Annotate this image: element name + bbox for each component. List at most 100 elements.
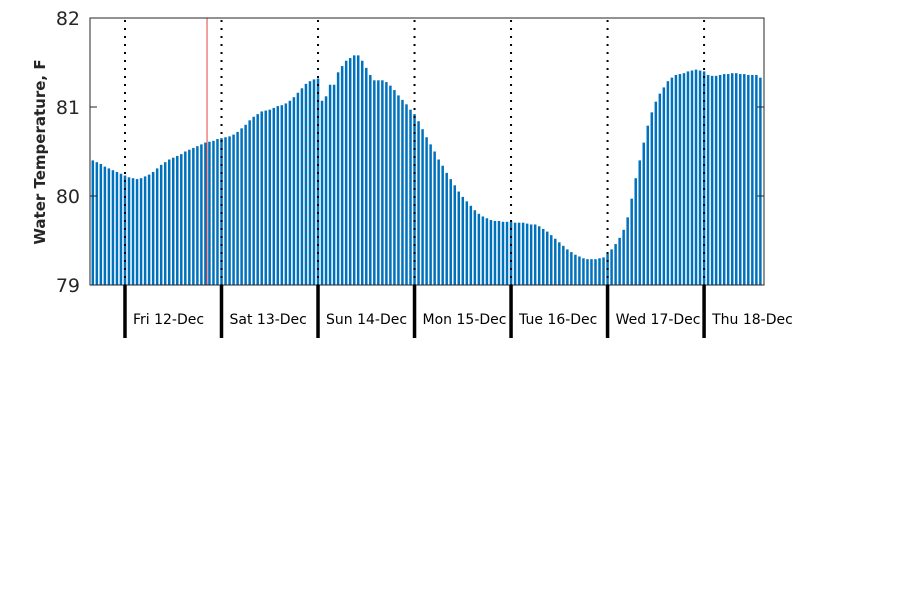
- temperature-bar: [91, 160, 95, 285]
- temperature-bar: [393, 90, 396, 285]
- temperature-bar: [244, 124, 247, 285]
- temperature-bar: [598, 258, 601, 285]
- temperature-bar: [477, 213, 481, 285]
- temperature-bar: [344, 60, 348, 285]
- temperature-bar: [256, 114, 259, 286]
- temperature-bar: [429, 144, 432, 285]
- temperature-bar: [562, 245, 565, 285]
- temperature-bar: [103, 166, 107, 285]
- temperature-bar: [578, 256, 581, 285]
- temperature-bar: [537, 226, 541, 285]
- temperature-bar: [485, 218, 489, 285]
- temperature-bar: [541, 228, 545, 285]
- temperature-bar: [550, 235, 553, 285]
- temperature-bar: [570, 252, 573, 285]
- temperature-bar: [638, 160, 641, 285]
- temperature-bar: [417, 121, 420, 286]
- temperature-bar: [469, 205, 473, 285]
- temperature-bar: [702, 71, 706, 286]
- temperature-bar: [348, 58, 352, 285]
- temperature-bar: [328, 84, 332, 285]
- temperature-bar: [115, 171, 119, 285]
- temperature-bar: [99, 163, 103, 285]
- y-axis: 79 80 81 82: [56, 8, 764, 297]
- temperature-bar: [180, 154, 183, 285]
- temperature-bar: [678, 74, 682, 285]
- temperature-bar: [377, 80, 380, 285]
- temperature-bar: [409, 109, 412, 285]
- temperature-bar: [590, 259, 593, 285]
- temperature-bar: [272, 107, 276, 285]
- temperature-bar: [421, 129, 424, 285]
- temperature-bar: [586, 259, 589, 285]
- temperature-bar: [240, 128, 243, 285]
- temperature-bar: [666, 81, 670, 285]
- temperature-bar: [188, 149, 191, 285]
- temperature-bar: [493, 220, 497, 285]
- y-tick-label: 79: [56, 275, 80, 297]
- temperature-bar: [312, 79, 316, 285]
- temperature-bar: [352, 55, 356, 285]
- temperature-bar: [232, 134, 235, 285]
- temperature-bar: [501, 221, 505, 285]
- temperature-bar: [545, 231, 549, 285]
- temperature-bar: [369, 74, 372, 286]
- temperature-bar: [690, 70, 694, 285]
- temperature-bar: [176, 155, 179, 285]
- temperature-bar: [425, 137, 428, 285]
- temperature-bar: [147, 174, 151, 285]
- temperature-bar: [365, 67, 368, 285]
- overlay-group: [123, 18, 706, 285]
- y-tick-label: 82: [56, 8, 80, 30]
- temperature-bar: [220, 138, 223, 285]
- day-label: Fri 12-Dec: [133, 312, 204, 328]
- temperature-bar: [682, 73, 686, 286]
- temperature-bar: [489, 220, 493, 285]
- temperature-bar: [618, 237, 621, 285]
- temperature-bar: [204, 142, 207, 285]
- day-label: Sat 13-Dec: [230, 312, 307, 328]
- temperature-bar: [276, 106, 280, 285]
- temperature-bar: [662, 87, 666, 285]
- temperature-bar: [529, 224, 533, 285]
- day-label: Sun 14-Dec: [326, 312, 407, 328]
- temperature-bar: [718, 74, 722, 286]
- temperature-bar: [674, 74, 678, 286]
- temperature-bar: [95, 162, 99, 285]
- day-label: Mon 15-Dec: [423, 312, 507, 328]
- temperature-bar: [642, 142, 646, 285]
- temperature-bar: [465, 201, 469, 285]
- temperature-bar: [658, 93, 662, 286]
- temperature-bar: [449, 179, 452, 285]
- temperature-bar: [574, 254, 577, 285]
- temperature-bar: [630, 198, 633, 285]
- temperature-bar: [525, 223, 529, 285]
- temperature-bar: [288, 100, 292, 286]
- temperature-bar: [135, 179, 139, 285]
- temperature-bar: [224, 137, 227, 285]
- temperature-bar: [747, 74, 750, 286]
- temperature-bar: [722, 74, 726, 285]
- temperature-bar: [566, 249, 569, 285]
- temperature-bar: [264, 110, 267, 285]
- temperature-bar: [361, 60, 364, 285]
- temperature-bar: [614, 244, 617, 285]
- temperature-bar: [610, 249, 613, 285]
- temperature-bar: [594, 259, 597, 285]
- temperature-bar: [139, 178, 143, 285]
- temperature-bar: [626, 217, 629, 285]
- temperature-bar: [453, 185, 456, 285]
- temperature-bar: [730, 73, 734, 286]
- day-label: Tue 16-Dec: [518, 312, 597, 328]
- temperature-bar: [739, 74, 742, 285]
- temperature-bar: [143, 176, 147, 285]
- temperature-bar: [558, 242, 561, 285]
- temperature-bar: [171, 157, 175, 285]
- temperature-bar: [260, 111, 263, 285]
- temperature-bar: [517, 222, 521, 285]
- y-axis-label: Water Temperature, F: [31, 59, 49, 244]
- temperature-bar: [167, 159, 171, 285]
- temperature-bar: [340, 66, 344, 285]
- temperature-bar: [646, 125, 650, 285]
- temperature-bar: [505, 221, 509, 285]
